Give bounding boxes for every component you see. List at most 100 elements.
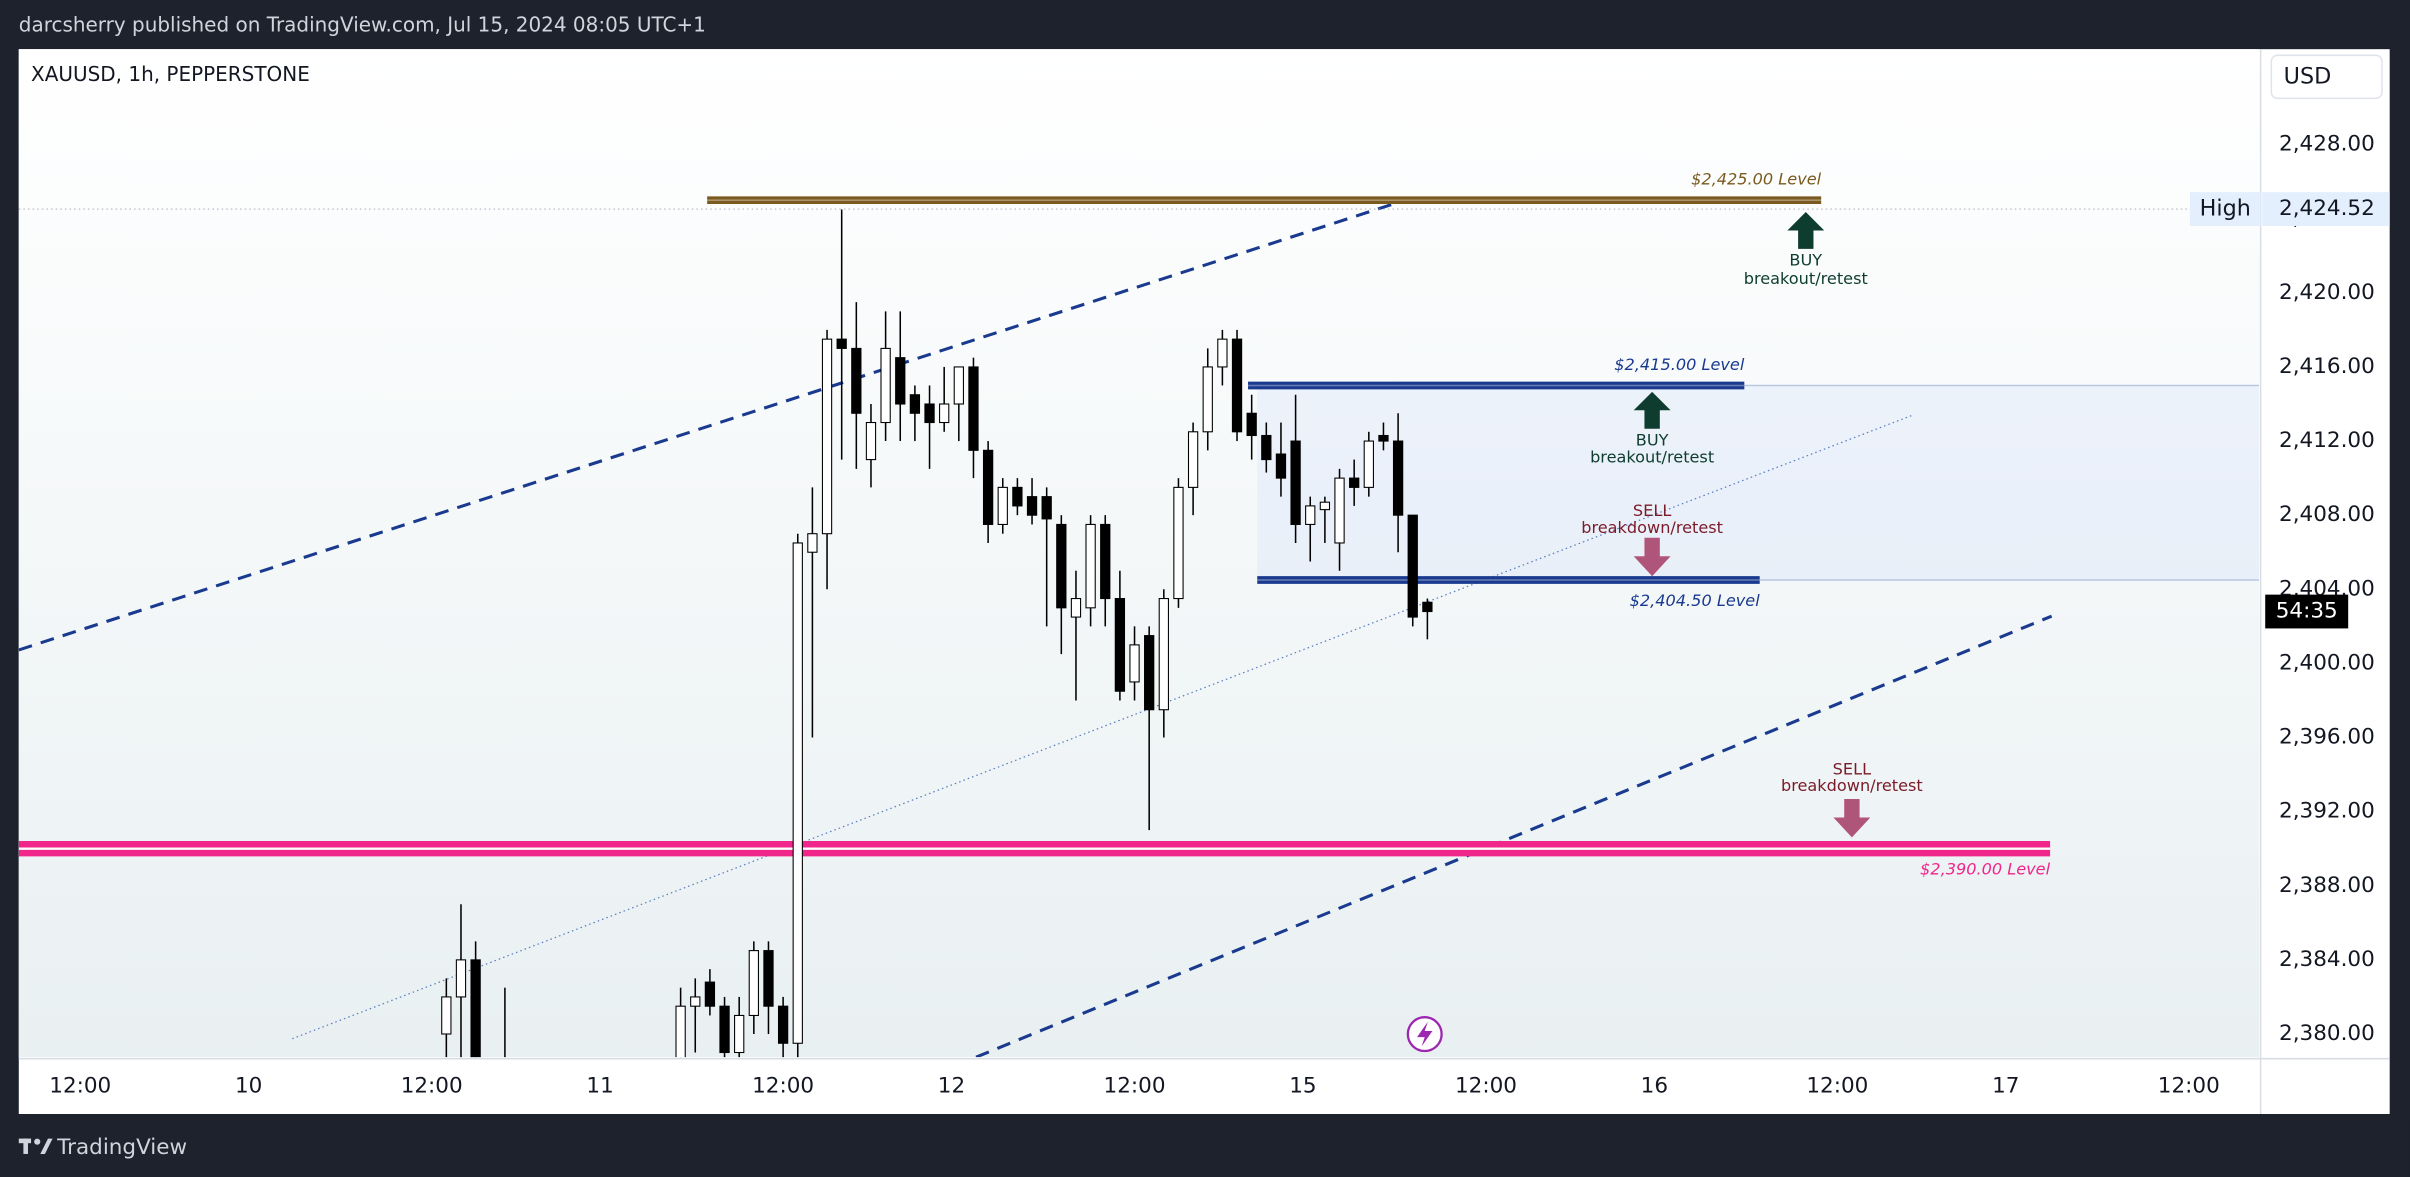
candle-body	[1129, 644, 1140, 683]
y-tick-label: 2,420.00	[2279, 280, 2375, 305]
candle-body	[792, 542, 803, 1044]
level-label: $2,415.00 Level	[1614, 355, 1745, 374]
y-tick-label: 2,412.00	[2279, 428, 2375, 453]
candle-body	[470, 959, 481, 1058]
currency-button[interactable]	[2270, 54, 2383, 100]
currency[interactable]: USD	[2284, 63, 2332, 89]
countdown-text: 54:35	[2276, 599, 2338, 624]
x-tick-label: 12:00	[752, 1073, 814, 1098]
icon-bolt[interactable]	[1417, 1021, 1433, 1047]
candle-body	[704, 981, 716, 1007]
candle-body	[1041, 496, 1052, 520]
y-tick-label: 2,392.00	[2279, 799, 2375, 824]
level-label: $2,404.50 Level	[1630, 591, 1761, 610]
candle-body	[1378, 434, 1389, 442]
candle-body	[455, 959, 467, 998]
candle-body	[1012, 486, 1023, 507]
countdown-badge	[2265, 594, 2349, 629]
candle-body	[880, 347, 891, 424]
annotation-text: BUY	[1636, 430, 1669, 449]
arrow-up	[1633, 391, 1671, 429]
candle-body	[1290, 440, 1301, 525]
annotation-text: breakout/retest	[1590, 447, 1714, 466]
candle-body	[1319, 501, 1331, 511]
candle-body	[1085, 523, 1096, 609]
candle-body	[1422, 601, 1433, 613]
candle-body	[763, 950, 774, 1007]
publish-info: darcsherry published on TradingView.com,…	[19, 13, 706, 37]
annotation-buy-top: BUY breakout/retest	[1744, 212, 1868, 288]
channel-upper	[18, 198, 1407, 652]
annotation-text: breakdown/retest	[1781, 776, 1923, 795]
candle-body	[1349, 477, 1360, 488]
candle-body	[895, 357, 906, 405]
candle-body	[997, 486, 1008, 525]
candle-body	[1202, 366, 1213, 433]
arrow-down	[1833, 799, 1871, 838]
candle-body	[675, 1005, 686, 1058]
candle-body	[1363, 440, 1374, 488]
y-tick-label: 2,380.00	[2279, 1021, 2375, 1046]
candle-body	[690, 996, 701, 1007]
x-tick-label: 12:00	[49, 1073, 111, 1098]
y-tick-label: 2,408.00	[2279, 502, 2375, 527]
x-tick-label: 12	[938, 1073, 965, 1098]
arrow-up	[1787, 212, 1825, 249]
logo	[18, 1138, 53, 1154]
candle-body	[865, 421, 877, 461]
footer	[0, 1114, 2410, 1177]
candle-body	[719, 1005, 730, 1054]
candle-body	[1246, 412, 1257, 437]
candle-body	[1100, 523, 1111, 600]
candle-body	[1392, 440, 1404, 516]
level-label: $2,425.00 Level	[1691, 170, 1822, 189]
x-tick-label: 12:00	[401, 1073, 463, 1098]
y-tick-label: 2,416.00	[2279, 354, 2375, 379]
candle-body	[939, 403, 950, 424]
candle-body	[1217, 338, 1228, 368]
candle-body	[953, 366, 964, 405]
x-tick-label: 12:00	[1806, 1073, 1868, 1098]
candle-body	[968, 366, 979, 451]
x-tick-label: 10	[235, 1073, 262, 1098]
candle-body	[1158, 598, 1169, 711]
candle-body	[1173, 486, 1184, 600]
candle-body	[1187, 431, 1199, 488]
annotation-buy-mid: BUY breakout/retest	[1590, 391, 1714, 466]
candle-body	[1275, 453, 1287, 479]
candle-body	[748, 950, 759, 1016]
logo-part	[40, 1138, 53, 1154]
arrow-down	[1633, 537, 1671, 577]
candle-body	[1334, 477, 1345, 544]
candle-body	[821, 338, 833, 535]
candle-body	[777, 1005, 789, 1044]
candle-body	[851, 347, 862, 414]
logo-part	[23, 1138, 28, 1154]
annotation-text: SELL	[1633, 501, 1671, 520]
candle-body	[909, 394, 921, 414]
channel-lower	[975, 614, 2053, 1058]
y-tick-label: 2,384.00	[2279, 947, 2375, 972]
high-tag	[2189, 192, 2261, 226]
range-zone	[1257, 385, 2260, 581]
replay-icon[interactable]	[1406, 1016, 1443, 1053]
candle-body	[1070, 598, 1082, 618]
chart-title: XAUUSD, 1h, PEPPERSTONE	[31, 62, 310, 86]
x-tick-label: 16	[1641, 1073, 1668, 1098]
annotation-text: SELL	[1833, 759, 1871, 778]
candle-body	[836, 338, 847, 349]
plot-background	[18, 49, 2260, 1058]
plot	[18, 196, 2260, 1058]
annotation-text: breakdown/retest	[1581, 518, 1723, 537]
x-tick-label: 12:00	[1455, 1073, 1517, 1098]
x-tick-label: 11	[586, 1073, 613, 1098]
annotation-text: BUY	[1789, 251, 1822, 270]
x-tick-label: 17	[1992, 1073, 2019, 1098]
candle-body	[1305, 505, 1316, 525]
brand: TradingView	[56, 1135, 187, 1160]
candle-body	[807, 533, 818, 553]
annotation-sell-mid: SELL breakdown/retest	[1581, 501, 1723, 577]
y-tick-label: 2,400.00	[2279, 650, 2375, 675]
candle-body	[982, 449, 994, 525]
